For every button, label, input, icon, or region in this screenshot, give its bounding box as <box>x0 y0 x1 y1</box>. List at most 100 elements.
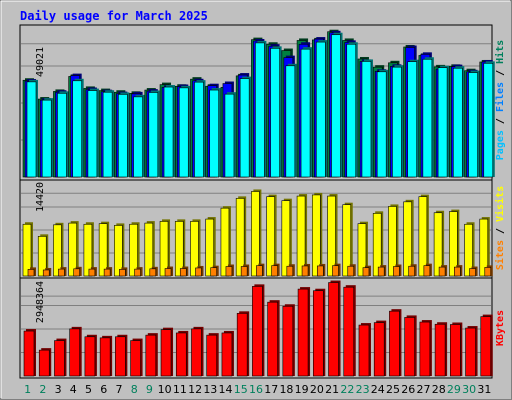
bar-visits-24 <box>372 213 382 277</box>
bar-sites-17 <box>271 265 278 277</box>
bar-sites-24 <box>377 266 385 277</box>
bar-sites-10 <box>164 268 172 277</box>
panel-hits-files-pages <box>19 24 495 181</box>
axis-label-separator: / <box>495 64 506 82</box>
tick-label-visits: 14420 <box>35 182 46 212</box>
bar-visits-4 <box>68 222 77 277</box>
bar-sites-5 <box>88 268 96 277</box>
x-tick-label-26: 26 <box>401 383 415 396</box>
bar-pages-11 <box>178 87 189 178</box>
panel-visits-sites <box>19 179 493 279</box>
bar-sites-14 <box>225 266 233 277</box>
bar-kbytes-30 <box>465 327 476 377</box>
bar-visits-14 <box>220 207 230 277</box>
axis-label-separator: / <box>495 112 506 130</box>
bar-kbytes-9 <box>145 334 157 377</box>
bar-pages-12 <box>194 81 204 178</box>
bar-pages-13 <box>209 89 220 178</box>
bar-visits-13 <box>205 218 215 277</box>
axis-label-pages: Pages <box>495 130 506 160</box>
x-tick-label-17: 17 <box>264 383 278 396</box>
axis-label-hits-files-pages: Pages / Files / Hits <box>494 40 506 160</box>
x-tick-label-18: 18 <box>279 383 293 396</box>
bar-kbytes-28 <box>434 323 446 377</box>
bar-visits-2 <box>37 236 47 277</box>
bar-sites-21 <box>332 265 339 277</box>
bar-kbytes-1 <box>23 330 35 377</box>
bar-visits-16 <box>251 191 260 277</box>
bar-kbytes-25 <box>389 310 400 377</box>
bar-kbytes-5 <box>84 336 96 377</box>
bar-pages-26 <box>407 61 417 178</box>
bar-pages-28 <box>437 67 448 178</box>
bar-sites-15 <box>240 266 248 277</box>
x-tick-label-20: 20 <box>310 383 324 396</box>
x-tick-label-12: 12 <box>188 383 202 396</box>
bar-kbytes-29 <box>450 324 461 377</box>
x-tick-label-8: 8 <box>131 383 138 396</box>
x-tick-label-3: 3 <box>55 383 62 396</box>
bar-pages-1 <box>26 81 37 178</box>
axis-label-separator: / <box>495 222 506 240</box>
x-tick-label-19: 19 <box>295 383 309 396</box>
bar-sites-19 <box>301 265 309 277</box>
x-tick-label-1: 1 <box>24 383 31 396</box>
chart-title: Daily usage for March 2025 <box>20 9 208 23</box>
axis-label-hits: Hits <box>494 40 506 64</box>
bar-kbytes-2 <box>38 349 50 377</box>
bar-sites-4 <box>73 268 80 277</box>
x-tick-label-13: 13 <box>203 383 217 396</box>
bar-visits-28 <box>433 212 443 277</box>
x-tick-label-25: 25 <box>386 383 400 396</box>
bar-sites-13 <box>210 267 218 277</box>
x-tick-label-23: 23 <box>356 383 370 396</box>
bar-kbytes-26 <box>404 317 415 377</box>
bar-pages-14 <box>224 93 235 178</box>
x-tick-label-30: 30 <box>462 383 476 396</box>
bar-visits-19 <box>296 195 306 277</box>
bar-pages-17 <box>270 48 280 178</box>
bar-kbytes-23 <box>358 324 370 377</box>
bar-visits-15 <box>235 198 245 277</box>
x-tick-label-29: 29 <box>447 383 461 396</box>
axis-label-kbytes: KBytes <box>495 310 506 346</box>
bar-kbytes-7 <box>115 336 126 377</box>
bar-pages-15 <box>239 78 250 178</box>
bar-visits-25 <box>388 206 397 277</box>
bar-sites-31 <box>484 267 492 277</box>
bar-kbytes-15 <box>236 313 248 377</box>
bar-pages-25 <box>392 66 402 178</box>
bar-sites-23 <box>362 267 370 277</box>
bar-visits-9 <box>144 222 154 277</box>
bar-kbytes-21 <box>328 282 339 377</box>
x-tick-label-14: 14 <box>219 383 233 396</box>
bar-pages-6 <box>102 91 113 178</box>
x-tick-label-5: 5 <box>85 383 92 396</box>
bar-kbytes-18 <box>282 305 294 377</box>
bar-sites-29 <box>454 266 461 277</box>
bar-visits-20 <box>311 194 321 277</box>
bar-sites-27 <box>423 265 431 277</box>
bar-visits-31 <box>479 218 489 277</box>
bar-visits-1 <box>22 223 32 277</box>
bar-pages-21 <box>331 34 341 178</box>
bar-sites-28 <box>438 266 446 277</box>
bar-pages-8 <box>133 96 143 178</box>
axis-label-visits: Visits <box>494 186 506 222</box>
x-tick-label-6: 6 <box>100 383 107 396</box>
bar-kbytes-4 <box>69 328 80 377</box>
bar-sites-6 <box>103 268 111 277</box>
bar-visits-23 <box>357 223 367 277</box>
bar-kbytes-11 <box>175 332 187 377</box>
x-tick-label-28: 28 <box>432 383 446 396</box>
bar-visits-5 <box>83 223 93 277</box>
bar-kbytes-10 <box>160 329 172 377</box>
bar-visits-10 <box>159 221 169 277</box>
bar-sites-22 <box>347 265 355 277</box>
bar-pages-24 <box>376 71 387 178</box>
bar-pages-31 <box>483 63 494 178</box>
bar-visits-21 <box>327 195 336 277</box>
bar-sites-25 <box>393 266 400 277</box>
